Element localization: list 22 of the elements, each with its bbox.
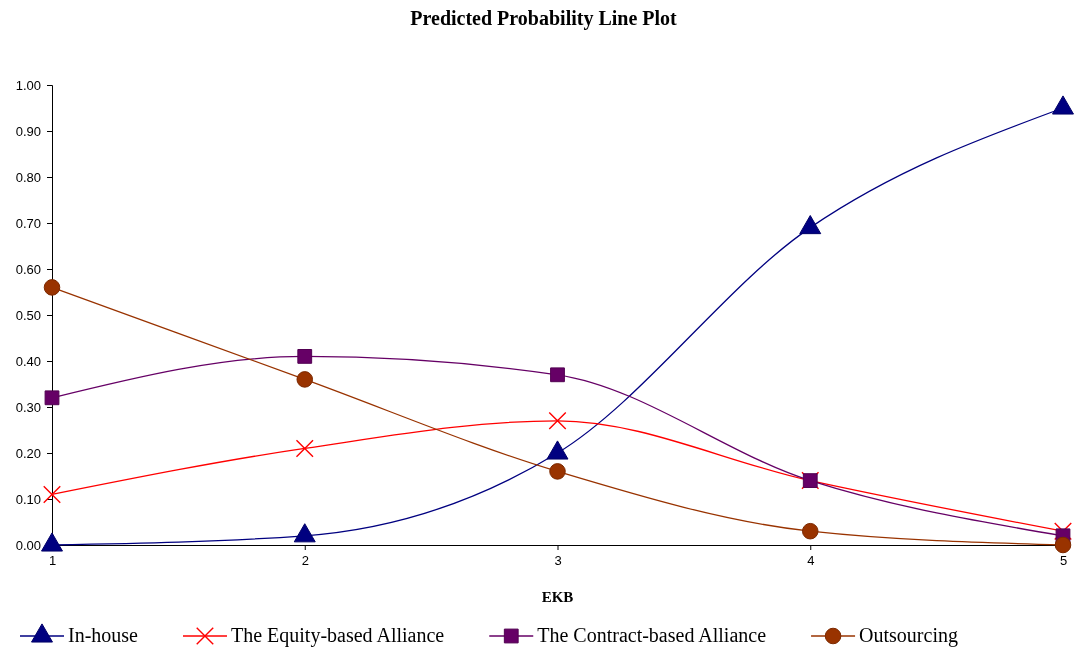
x-axis-title: EKB: [541, 589, 574, 605]
y-tick-label: 1.00: [15, 77, 41, 93]
legend-label: Outsourcing: [859, 624, 958, 647]
chart-title: Predicted Probability Line Plot: [410, 7, 678, 30]
y-tick-label: 0.10: [15, 491, 41, 507]
y-tick-label: 0.80: [15, 169, 41, 185]
y-tick-label: 0.40: [15, 353, 41, 369]
legend-label: The Equity-based Alliance: [230, 624, 445, 647]
x-tick-label: 1: [48, 553, 57, 569]
x-tick-label: 4: [807, 553, 815, 569]
y-tick-label: 0.90: [15, 123, 41, 139]
y-tick-label: 0.20: [15, 445, 41, 461]
x-tick-label: 5: [1059, 553, 1068, 569]
y-tick-label: 0.00: [15, 537, 41, 553]
x-tick-label: 2: [301, 553, 309, 569]
y-tick-label: 0.50: [15, 307, 41, 323]
y-tick-label: 0.60: [15, 261, 41, 277]
legend-label: The Contract-based Alliance: [537, 624, 767, 646]
y-tick-label: 0.70: [15, 215, 41, 231]
y-tick-label: 0.30: [15, 399, 41, 415]
x-tick-label: 3: [554, 553, 562, 569]
legend-label: In-house: [68, 624, 139, 646]
